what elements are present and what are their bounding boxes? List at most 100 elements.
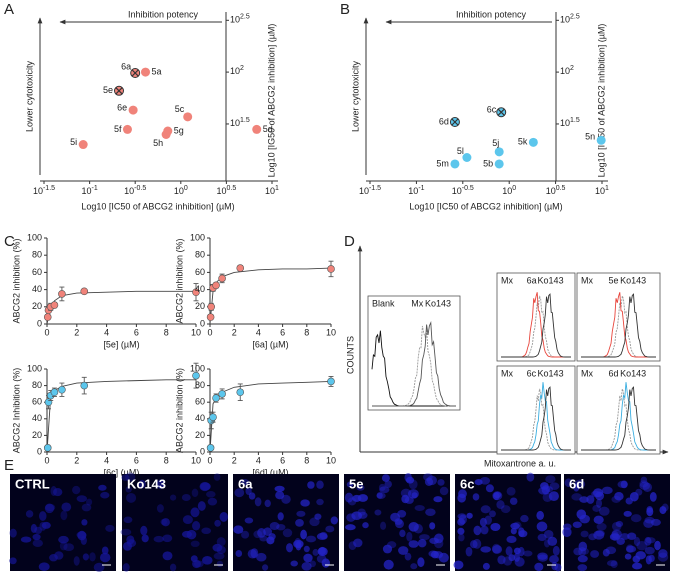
y-tick-label: 60	[32, 267, 42, 277]
nucleus	[630, 514, 642, 523]
nucleus	[401, 494, 410, 504]
nucleus	[277, 512, 284, 521]
nucleus	[510, 527, 517, 535]
nucleus	[125, 472, 136, 482]
y-tick-label: 80	[195, 250, 205, 260]
nucleus	[644, 546, 655, 555]
nucleus	[219, 511, 229, 522]
nucleus	[410, 563, 418, 570]
nucleus	[536, 521, 548, 532]
nucleus	[162, 534, 173, 543]
nucleus	[383, 559, 394, 570]
nucleus	[191, 488, 199, 498]
histogram-curve	[581, 386, 656, 451]
nucleus	[380, 521, 387, 530]
x-tick-label: 6	[134, 327, 139, 337]
y-tick-label: 0	[200, 318, 205, 328]
nucleus	[81, 519, 88, 526]
nucleus	[276, 523, 286, 531]
nucleus	[190, 507, 200, 518]
histogram-label: Mx	[581, 275, 593, 285]
nucleus	[275, 491, 285, 500]
x-axis-label: Mitoxantrone a. u.	[484, 458, 556, 468]
nucleus	[646, 507, 654, 517]
nucleus	[518, 527, 525, 538]
nucleus	[316, 532, 328, 541]
y-tick-label: 20	[195, 430, 205, 440]
nucleus	[379, 486, 390, 494]
nucleus	[156, 479, 165, 489]
nucleus	[216, 537, 226, 547]
histogram-label: 6d	[609, 368, 619, 378]
histogram-curve	[501, 386, 571, 451]
nucleus	[593, 515, 604, 525]
nucleus	[437, 479, 445, 486]
nucleus	[552, 545, 560, 556]
nucleus	[572, 521, 582, 528]
y-tick-label: 0	[200, 446, 205, 456]
nucleus	[253, 530, 263, 539]
data-point	[236, 388, 245, 397]
nucleus	[496, 500, 505, 510]
nucleus	[631, 562, 643, 570]
nucleus	[564, 478, 573, 488]
nucleus	[58, 535, 69, 544]
nucleus	[624, 553, 632, 560]
nucleus	[598, 506, 610, 516]
nucleus	[214, 519, 221, 527]
nucleus	[510, 522, 520, 530]
nucleus	[548, 491, 559, 502]
data-point	[450, 159, 460, 169]
nucleus	[200, 482, 211, 491]
histogram-curve	[581, 293, 656, 358]
annotation: Lower cytotoxicity	[24, 60, 34, 132]
nucleus	[81, 503, 92, 512]
nucleus	[250, 548, 259, 559]
nucleus	[610, 560, 618, 568]
nucleus	[508, 554, 516, 562]
x-tick-label: 4	[256, 327, 261, 337]
data-point	[183, 112, 193, 122]
nucleus	[9, 557, 17, 565]
y-tick-label: 20	[195, 301, 205, 311]
nucleus	[125, 486, 132, 493]
nucleus	[61, 502, 72, 512]
nucleus	[433, 496, 443, 503]
nucleus	[303, 545, 310, 553]
nucleus	[615, 520, 624, 528]
nucleus	[466, 512, 473, 519]
nucleus	[657, 552, 669, 562]
x-tick-label: 0	[207, 327, 212, 337]
histogram-label: Mx	[501, 368, 513, 378]
nucleus	[643, 519, 654, 528]
y-tick-label: 40	[195, 284, 205, 294]
nucleus	[213, 473, 221, 481]
nucleus	[181, 530, 193, 538]
nucleus	[192, 559, 201, 569]
nucleus	[578, 546, 587, 557]
nucleus	[648, 554, 655, 563]
nucleus	[465, 546, 473, 557]
nucleus	[404, 552, 412, 561]
nucleus	[76, 495, 88, 503]
panel-label: D	[344, 233, 355, 250]
nucleus	[353, 538, 363, 548]
nucleus	[609, 533, 621, 541]
x-tick-label: 4	[104, 327, 109, 337]
nucleus	[213, 552, 225, 560]
x-tick-label: 10-1.5	[33, 185, 55, 196]
point-label: 5l	[457, 146, 464, 156]
y-tick-label: 80	[32, 380, 42, 390]
nucleus	[398, 546, 409, 555]
nucleus	[573, 547, 583, 556]
nucleus	[240, 479, 250, 486]
histogram-label: 5e	[609, 275, 619, 285]
nucleus	[480, 546, 492, 553]
nucleus	[244, 517, 254, 524]
nucleus	[545, 475, 556, 484]
nucleus	[429, 537, 439, 544]
data-point	[327, 377, 335, 386]
point-label: 5c	[175, 104, 185, 114]
nucleus	[305, 535, 317, 543]
nucleus	[474, 478, 483, 486]
